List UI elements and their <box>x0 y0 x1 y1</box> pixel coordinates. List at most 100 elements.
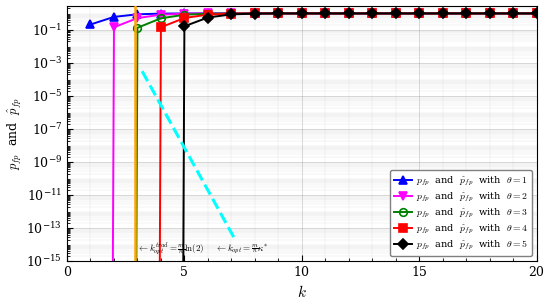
$p_{fp}$  and  $\hat{p}_{fp}$  with  $\theta = 3$ <box>345 12 352 15</box>
$p_{fp}$  and  $\hat{p}_{fp}$  with  $\theta = 3$ <box>299 12 305 15</box>
$p_{fp}$  and  $\hat{p}_{fp}$  with  $\theta = 1$ <box>369 12 376 15</box>
$p_{fp}$  and  $\hat{p}_{fp}$  with  $\theta = 1$ <box>439 12 446 15</box>
$p_{fp}$  and  $\hat{p}_{fp}$  with  $\theta = 4$ <box>392 12 399 15</box>
$p_{fp}$  and  $\hat{p}_{fp}$  with  $\theta = 3$ <box>158 17 164 20</box>
$p_{fp}$  and  $\hat{p}_{fp}$  with  $\theta = 5$ <box>251 12 258 15</box>
$p_{fp}$  and  $\hat{p}_{fp}$  with  $\theta = 2$ <box>228 12 235 15</box>
$p_{fp}$  and  $\hat{p}_{fp}$  with  $\theta = 3$ <box>181 13 188 17</box>
$p_{fp}$  and  $\hat{p}_{fp}$  with  $\theta = 1$ <box>111 15 117 19</box>
$p_{fp}$  and  $\hat{p}_{fp}$  with  $\theta = 5$ <box>299 12 305 15</box>
$p_{fp}$  and  $\hat{p}_{fp}$  with  $\theta = 1$ <box>416 12 422 15</box>
$p_{fp}$  and  $\hat{p}_{fp}$  with  $\theta = 4$ <box>205 13 211 17</box>
$p_{fp}$  and  $\hat{p}_{fp}$  with  $\theta = 1$ <box>87 23 94 26</box>
X-axis label: $k$: $k$ <box>297 285 307 300</box>
$p_{fp}$  and  $\hat{p}_{fp}$  with  $\theta = 2$ <box>181 12 188 16</box>
$p_{fp}$  and  $\hat{p}_{fp}$  with  $\theta = 5$ <box>392 12 399 15</box>
$p_{fp}$  and  $\hat{p}_{fp}$  with  $\theta = 4$ <box>228 12 235 16</box>
$p_{fp}$  and  $\hat{p}_{fp}$  with  $\theta = 1$ <box>158 12 164 15</box>
$p_{fp}$  and  $\hat{p}_{fp}$  with  $\theta = 4$ <box>369 12 376 15</box>
$p_{fp}$  and  $\hat{p}_{fp}$  with  $\theta = 4$ <box>463 12 469 15</box>
Line: $p_{fp}$  and  $\hat{p}_{fp}$  with  $\theta = 2$: $p_{fp}$ and $\hat{p}_{fp}$ with $\theta… <box>87 9 540 306</box>
$p_{fp}$  and  $\hat{p}_{fp}$  with  $\theta = 1$ <box>486 12 493 15</box>
Text: $\leftarrow k_{opt}^{trad}=\frac{m}{n}\ln(2)$: $\leftarrow k_{opt}^{trad}=\frac{m}{n}\l… <box>138 241 205 258</box>
$p_{fp}$  and  $\hat{p}_{fp}$  with  $\theta = 1$ <box>322 12 328 15</box>
$p_{fp}$  and  $\hat{p}_{fp}$  with  $\theta = 1$ <box>533 12 540 15</box>
$p_{fp}$  and  $\hat{p}_{fp}$  with  $\theta = 2$ <box>275 12 282 15</box>
$p_{fp}$  and  $\hat{p}_{fp}$  with  $\theta = 5$ <box>205 16 211 19</box>
$p_{fp}$  and  $\hat{p}_{fp}$  with  $\theta = 1$ <box>345 12 352 15</box>
Line: $p_{fp}$  and  $\hat{p}_{fp}$  with  $\theta = 3$: $p_{fp}$ and $\hat{p}_{fp}$ with $\theta… <box>87 9 540 306</box>
Line: $p_{fp}$  and  $\hat{p}_{fp}$  with  $\theta = 4$: $p_{fp}$ and $\hat{p}_{fp}$ with $\theta… <box>87 9 540 306</box>
$p_{fp}$  and  $\hat{p}_{fp}$  with  $\theta = 2$ <box>463 12 469 15</box>
$p_{fp}$  and  $\hat{p}_{fp}$  with  $\theta = 5$ <box>463 12 469 15</box>
$p_{fp}$  and  $\hat{p}_{fp}$  with  $\theta = 1$ <box>181 12 188 15</box>
Line: $p_{fp}$  and  $\hat{p}_{fp}$  with  $\theta = 5$: $p_{fp}$ and $\hat{p}_{fp}$ with $\theta… <box>87 9 540 306</box>
$p_{fp}$  and  $\hat{p}_{fp}$  with  $\theta = 2$ <box>322 12 328 15</box>
$p_{fp}$  and  $\hat{p}_{fp}$  with  $\theta = 4$ <box>158 25 164 29</box>
$p_{fp}$  and  $\hat{p}_{fp}$  with  $\theta = 3$ <box>205 12 211 16</box>
$p_{fp}$  and  $\hat{p}_{fp}$  with  $\theta = 2$ <box>299 12 305 15</box>
$p_{fp}$  and  $\hat{p}_{fp}$  with  $\theta = 3$ <box>463 12 469 15</box>
$p_{fp}$  and  $\hat{p}_{fp}$  with  $\theta = 2$ <box>134 16 141 20</box>
$p_{fp}$  and  $\hat{p}_{fp}$  with  $\theta = 2$ <box>205 12 211 15</box>
$p_{fp}$  and  $\hat{p}_{fp}$  with  $\theta = 2$ <box>416 12 422 15</box>
$p_{fp}$  and  $\hat{p}_{fp}$  with  $\theta = 2$ <box>251 12 258 15</box>
$p_{fp}$  and  $\hat{p}_{fp}$  with  $\theta = 4$ <box>533 12 540 15</box>
$p_{fp}$  and  $\hat{p}_{fp}$  with  $\theta = 2$ <box>369 12 376 15</box>
Y-axis label: $p_{fp}$  and  $\hat{p}_{fp}$: $p_{fp}$ and $\hat{p}_{fp}$ <box>6 97 24 170</box>
$p_{fp}$  and  $\hat{p}_{fp}$  with  $\theta = 1$ <box>392 12 399 15</box>
$p_{fp}$  and  $\hat{p}_{fp}$  with  $\theta = 3$ <box>369 12 376 15</box>
$p_{fp}$  and  $\hat{p}_{fp}$  with  $\theta = 1$ <box>510 12 516 15</box>
$p_{fp}$  and  $\hat{p}_{fp}$  with  $\theta = 1$ <box>134 13 141 16</box>
$p_{fp}$  and  $\hat{p}_{fp}$  with  $\theta = 4$ <box>439 12 446 15</box>
$p_{fp}$  and  $\hat{p}_{fp}$  with  $\theta = 2$ <box>510 12 516 15</box>
$p_{fp}$  and  $\hat{p}_{fp}$  with  $\theta = 2$ <box>345 12 352 15</box>
$p_{fp}$  and  $\hat{p}_{fp}$  with  $\theta = 5$ <box>416 12 422 15</box>
$p_{fp}$  and  $\hat{p}_{fp}$  with  $\theta = 3$ <box>439 12 446 15</box>
$p_{fp}$  and  $\hat{p}_{fp}$  with  $\theta = 1$ <box>251 12 258 15</box>
$p_{fp}$  and  $\hat{p}_{fp}$  with  $\theta = 5$ <box>228 13 235 16</box>
$p_{fp}$  and  $\hat{p}_{fp}$  with  $\theta = 2$ <box>158 13 164 17</box>
$p_{fp}$  and  $\hat{p}_{fp}$  with  $\theta = 5$ <box>510 12 516 15</box>
$p_{fp}$  and  $\hat{p}_{fp}$  with  $\theta = 4$ <box>181 16 188 20</box>
$p_{fp}$  and  $\hat{p}_{fp}$  with  $\theta = 4$ <box>416 12 422 15</box>
Text: $\leftarrow k_{opt}=\frac{m}{n}\kappa^{*}$: $\leftarrow k_{opt}=\frac{m}{n}\kappa^{*… <box>215 243 268 256</box>
$p_{fp}$  and  $\hat{p}_{fp}$  with  $\theta = 5$ <box>275 12 282 15</box>
$p_{fp}$  and  $\hat{p}_{fp}$  with  $\theta = 4$ <box>251 12 258 15</box>
$p_{fp}$  and  $\hat{p}_{fp}$  with  $\theta = 5$ <box>369 12 376 15</box>
$p_{fp}$  and  $\hat{p}_{fp}$  with  $\theta = 2$ <box>392 12 399 15</box>
$p_{fp}$  and  $\hat{p}_{fp}$  with  $\theta = 3$ <box>134 26 141 30</box>
$p_{fp}$  and  $\hat{p}_{fp}$  with  $\theta = 3$ <box>533 12 540 15</box>
$p_{fp}$  and  $\hat{p}_{fp}$  with  $\theta = 3$ <box>486 12 493 15</box>
$p_{fp}$  and  $\hat{p}_{fp}$  with  $\theta = 1$ <box>275 12 282 15</box>
Legend: $p_{fp}$  and  $\hat{p}_{fp}$  with  $\theta = 1$, $p_{fp}$  and  $\hat{p}_{fp}$: $p_{fp}$ and $\hat{p}_{fp}$ with $\theta… <box>390 170 532 256</box>
$p_{fp}$  and  $\hat{p}_{fp}$  with  $\theta = 4$ <box>510 12 516 15</box>
$p_{fp}$  and  $\hat{p}_{fp}$  with  $\theta = 3$ <box>322 12 328 15</box>
$p_{fp}$  and  $\hat{p}_{fp}$  with  $\theta = 1$ <box>463 12 469 15</box>
$p_{fp}$  and  $\hat{p}_{fp}$  with  $\theta = 5$ <box>322 12 328 15</box>
Line: $p_{fp}$  and  $\hat{p}_{fp}$  with  $\theta = 1$: $p_{fp}$ and $\hat{p}_{fp}$ with $\theta… <box>87 9 540 28</box>
$p_{fp}$  and  $\hat{p}_{fp}$  with  $\theta = 4$ <box>275 12 282 15</box>
$p_{fp}$  and  $\hat{p}_{fp}$  with  $\theta = 5$ <box>486 12 493 15</box>
$p_{fp}$  and  $\hat{p}_{fp}$  with  $\theta = 3$ <box>228 12 235 15</box>
$p_{fp}$  and  $\hat{p}_{fp}$  with  $\theta = 5$ <box>533 12 540 15</box>
$p_{fp}$  and  $\hat{p}_{fp}$  with  $\theta = 2$ <box>439 12 446 15</box>
$p_{fp}$  and  $\hat{p}_{fp}$  with  $\theta = 3$ <box>510 12 516 15</box>
$p_{fp}$  and  $\hat{p}_{fp}$  with  $\theta = 5$ <box>181 24 188 28</box>
$p_{fp}$  and  $\hat{p}_{fp}$  with  $\theta = 3$ <box>275 12 282 15</box>
$p_{fp}$  and  $\hat{p}_{fp}$  with  $\theta = 5$ <box>439 12 446 15</box>
$p_{fp}$  and  $\hat{p}_{fp}$  with  $\theta = 4$ <box>299 12 305 15</box>
$p_{fp}$  and  $\hat{p}_{fp}$  with  $\theta = 1$ <box>205 12 211 15</box>
$p_{fp}$  and  $\hat{p}_{fp}$  with  $\theta = 2$ <box>486 12 493 15</box>
$p_{fp}$  and  $\hat{p}_{fp}$  with  $\theta = 3$ <box>251 12 258 15</box>
$p_{fp}$  and  $\hat{p}_{fp}$  with  $\theta = 3$ <box>416 12 422 15</box>
$p_{fp}$  and  $\hat{p}_{fp}$  with  $\theta = 1$ <box>228 12 235 15</box>
$p_{fp}$  and  $\hat{p}_{fp}$  with  $\theta = 4$ <box>486 12 493 15</box>
$p_{fp}$  and  $\hat{p}_{fp}$  with  $\theta = 4$ <box>345 12 352 15</box>
$p_{fp}$  and  $\hat{p}_{fp}$  with  $\theta = 4$ <box>322 12 328 15</box>
$p_{fp}$  and  $\hat{p}_{fp}$  with  $\theta = 3$ <box>392 12 399 15</box>
$p_{fp}$  and  $\hat{p}_{fp}$  with  $\theta = 2$ <box>111 25 117 29</box>
$p_{fp}$  and  $\hat{p}_{fp}$  with  $\theta = 5$ <box>345 12 352 15</box>
$p_{fp}$  and  $\hat{p}_{fp}$  with  $\theta = 1$ <box>299 12 305 15</box>
$p_{fp}$  and  $\hat{p}_{fp}$  with  $\theta = 2$ <box>533 12 540 15</box>
